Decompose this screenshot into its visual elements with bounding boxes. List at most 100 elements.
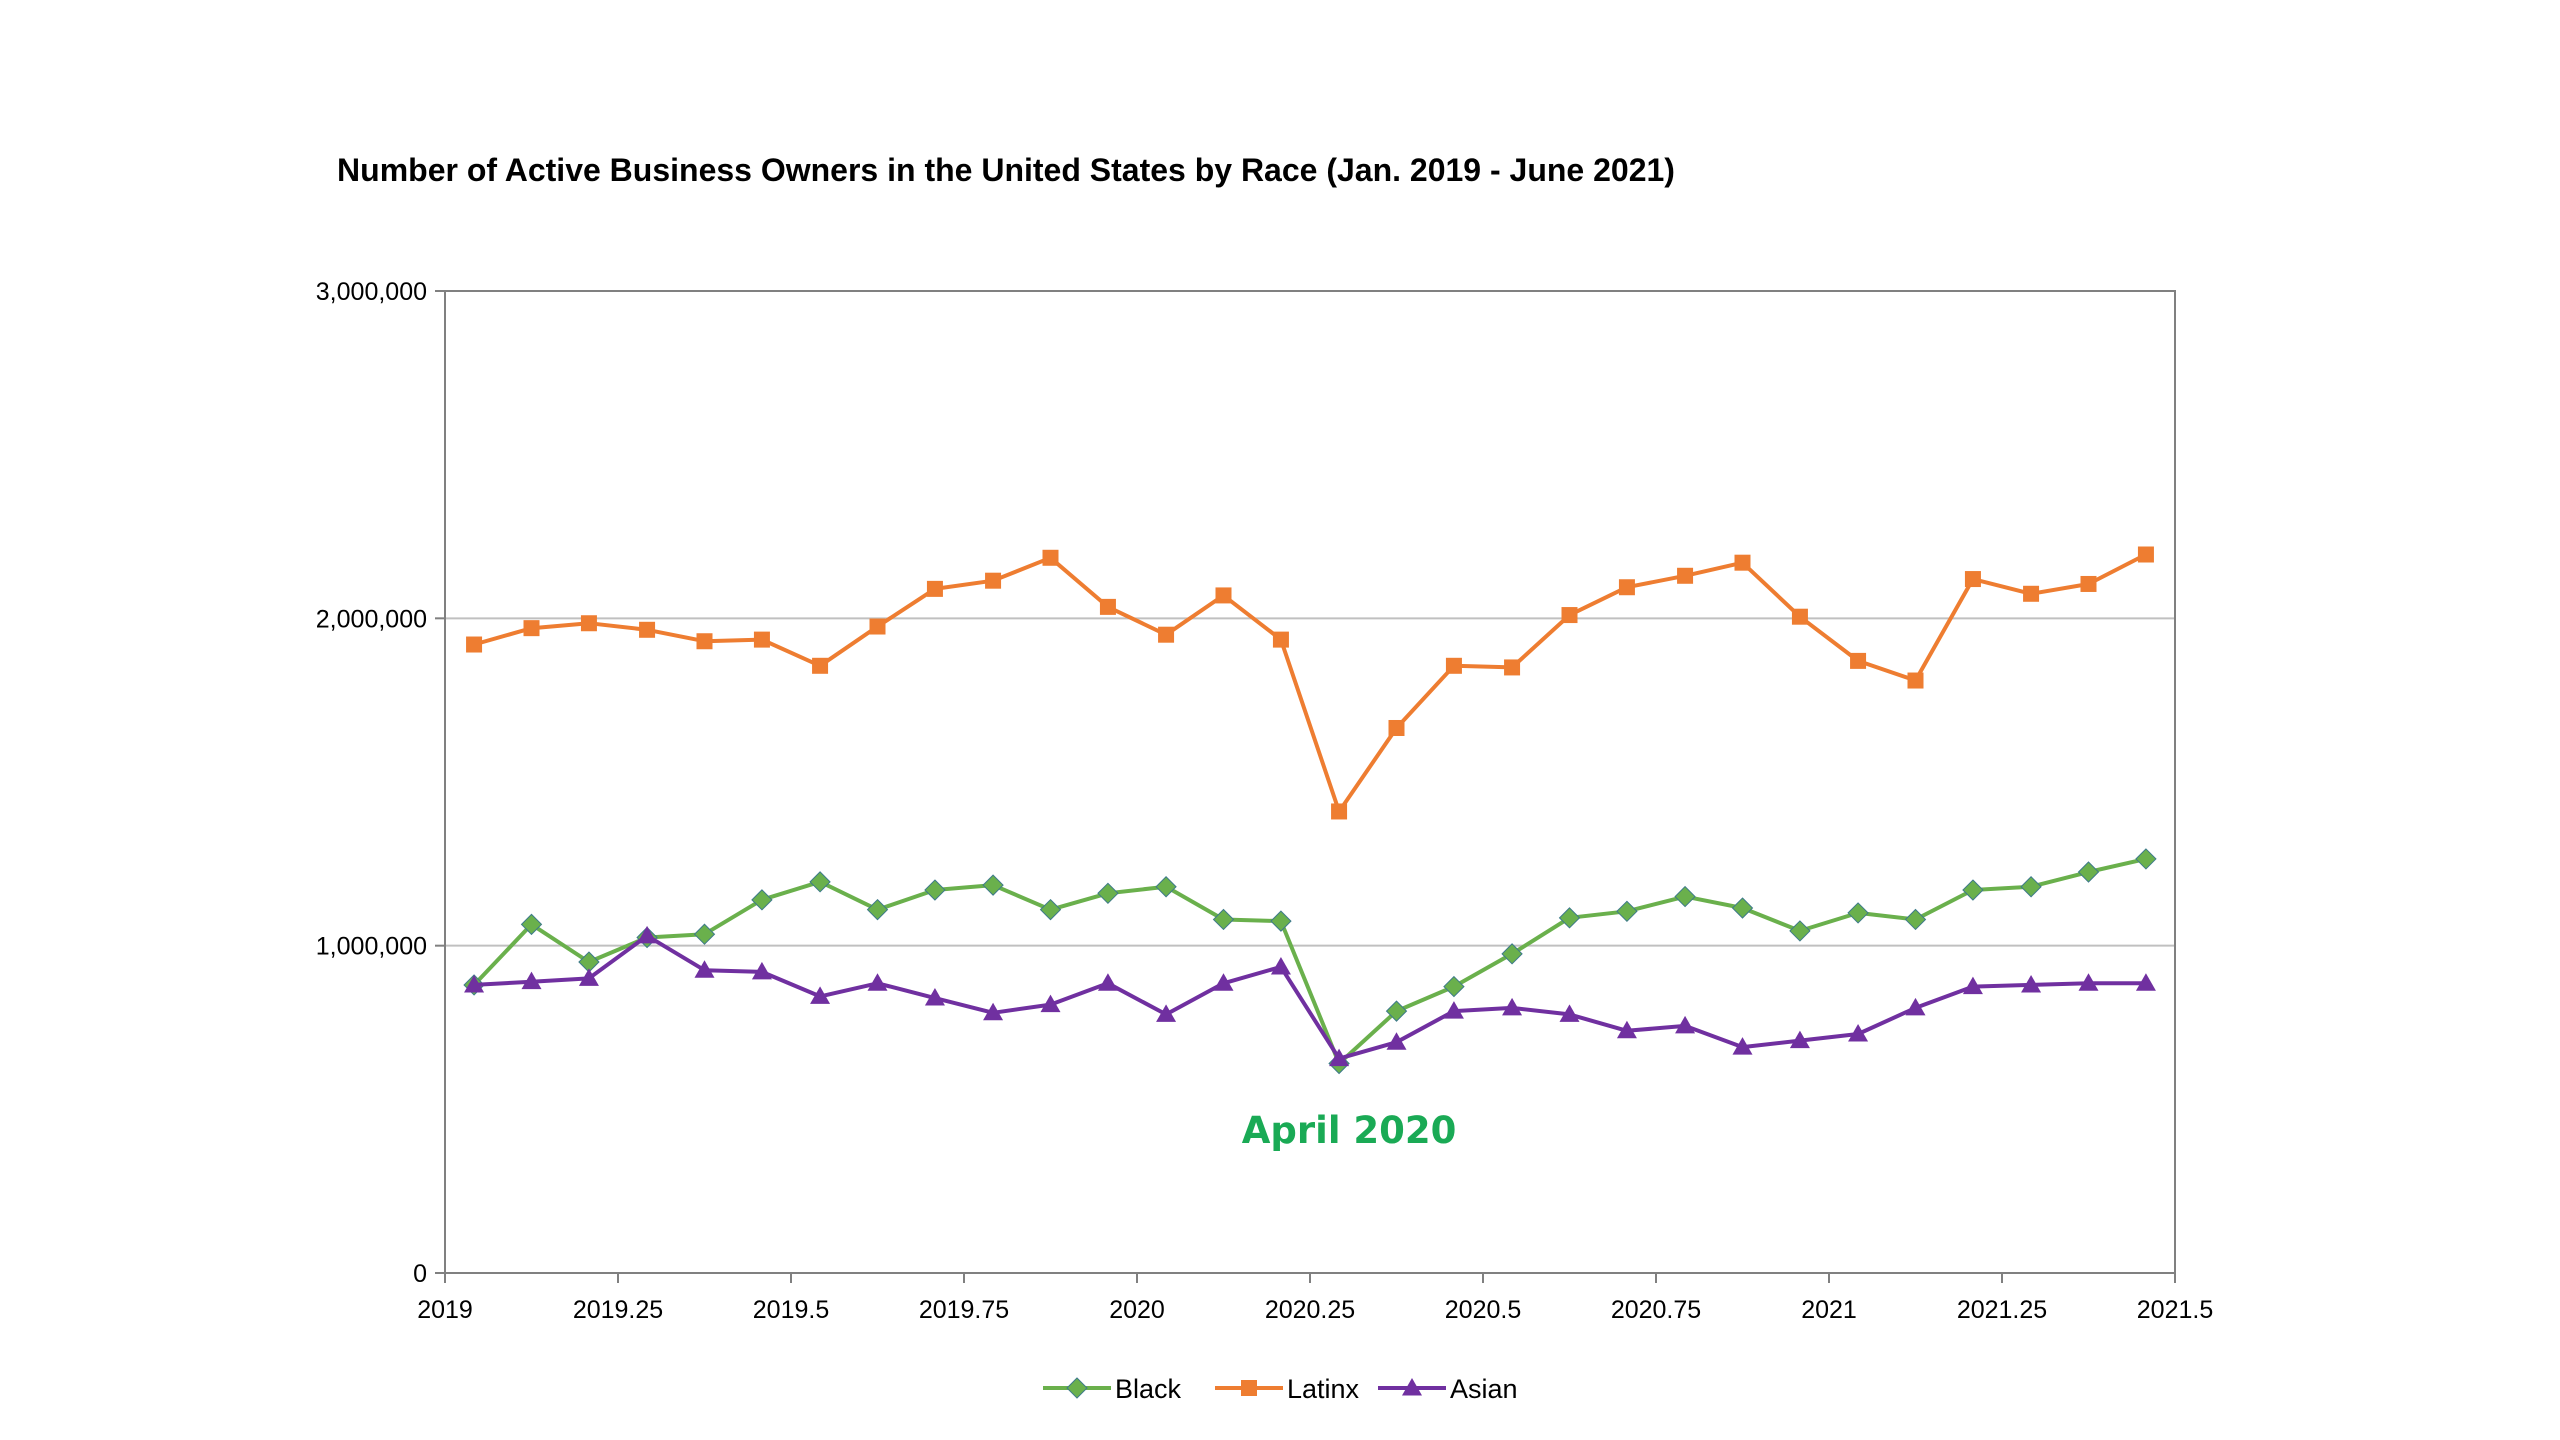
data-point-asian	[1675, 1015, 1696, 1034]
x-tick-label: 2019.25	[573, 1296, 663, 1324]
data-point-asian	[1732, 1037, 1753, 1055]
data-point-black	[1904, 908, 1927, 931]
legend-marker-latinx	[1241, 1380, 1257, 1396]
data-point-black	[1789, 920, 1811, 942]
data-point-latinx	[1561, 607, 1578, 624]
y-tick-label: 0	[413, 1260, 427, 1288]
data-point-black	[1039, 898, 1062, 921]
data-point-latinx	[1504, 659, 1521, 676]
x-tick-label: 2021.25	[1957, 1296, 2047, 1324]
data-point-asian	[1156, 1004, 1177, 1022]
data-point-asian	[1040, 994, 1061, 1013]
data-point-black	[1847, 902, 1869, 924]
data-point-asian	[578, 968, 599, 986]
data-point-black	[2135, 848, 2157, 870]
data-point-asian	[1443, 1001, 1464, 1019]
data-point-asian	[1789, 1030, 1810, 1049]
data-point-latinx	[985, 572, 1002, 589]
x-tick-label: 2019.75	[919, 1296, 1009, 1324]
data-point-black	[1385, 1000, 1408, 1022]
data-point-latinx	[869, 618, 886, 635]
series-black	[463, 848, 2157, 1075]
data-point-asian	[694, 960, 715, 978]
legend-item-asian: Asian	[1378, 1374, 1518, 1404]
x-tick-label: 2020	[1109, 1296, 1165, 1324]
data-point-black	[2020, 876, 2042, 898]
data-point-black	[1212, 908, 1235, 931]
series-asian	[464, 925, 2156, 1067]
data-point-black	[809, 871, 831, 893]
data-point-asian	[2135, 973, 2156, 991]
data-point-black	[1558, 907, 1581, 929]
data-point-black	[1270, 910, 1292, 932]
legend-item-latinx: Latinx	[1215, 1374, 1360, 1404]
x-tick-label: 2020.75	[1611, 1296, 1701, 1324]
y-tick-label: 2,000,000	[316, 605, 427, 633]
legend-label-asian: Asian	[1450, 1374, 1518, 1404]
data-point-latinx	[580, 615, 597, 632]
data-point-latinx	[1850, 652, 1867, 669]
series-line-latinx	[473, 552, 2147, 814]
data-point-latinx	[2023, 585, 2040, 602]
data-point-black	[520, 913, 543, 936]
y-tick-label: 3,000,000	[316, 278, 427, 306]
legend-marker-asian	[1402, 1378, 1422, 1396]
data-point-latinx	[1964, 571, 1981, 588]
data-point-asian	[2078, 973, 2099, 991]
data-point-latinx	[1907, 672, 1924, 689]
data-point-asian	[751, 961, 772, 980]
data-point-asian	[1386, 1032, 1407, 1050]
data-point-asian	[1616, 1020, 1637, 1039]
data-point-asian	[1213, 973, 1234, 991]
data-point-latinx	[1791, 608, 1808, 625]
data-point-asian	[1329, 1048, 1350, 1067]
chart-title: Number of Active Business Owners in the …	[337, 152, 1675, 188]
data-point-latinx	[1677, 567, 1694, 584]
data-point-latinx	[753, 631, 770, 648]
x-tick-label: 2021	[1801, 1296, 1857, 1324]
data-point-black	[693, 923, 716, 945]
data-point-latinx	[1272, 631, 1289, 648]
data-point-asian	[637, 925, 658, 944]
x-tick-label: 2020.5	[1445, 1296, 1521, 1324]
annotations: April 2020	[1242, 1109, 1457, 1152]
x-tick-label: 2019.5	[753, 1296, 829, 1324]
data-point-asian	[1559, 1004, 1580, 1022]
data-point-latinx	[1331, 803, 1348, 820]
data-point-black	[1155, 876, 1177, 898]
data-point-black	[1731, 897, 1754, 919]
data-point-asian	[983, 1002, 1004, 1021]
data-point-asian	[810, 986, 831, 1004]
data-point-black	[1097, 882, 1119, 905]
data-point-black	[1616, 900, 1638, 923]
data-point-black	[1962, 879, 1984, 901]
x-tick-label: 2021.5	[2137, 1296, 2213, 1324]
data-point-latinx	[812, 657, 829, 674]
data-point-latinx	[1734, 554, 1751, 571]
data-point-black	[1443, 975, 1465, 998]
data-point-latinx	[926, 580, 943, 597]
data-point-black	[924, 879, 946, 901]
legend-marker-black	[1066, 1377, 1088, 1399]
data-point-black	[982, 874, 1004, 896]
data-point-latinx	[1042, 549, 1059, 566]
series-group	[463, 546, 2157, 1075]
data-point-asian	[1502, 997, 1523, 1016]
data-point-black	[751, 889, 773, 911]
data-point-asian	[1270, 956, 1291, 975]
data-point-latinx	[2080, 575, 2097, 592]
data-point-asian	[521, 971, 542, 990]
data-point-asian	[1097, 973, 1118, 991]
data-point-asian	[924, 988, 945, 1006]
data-point-asian	[1848, 1024, 1869, 1042]
data-point-asian	[1962, 976, 1983, 995]
data-point-latinx	[1445, 657, 1462, 674]
legend-item-black: Black	[1043, 1374, 1182, 1404]
data-point-latinx	[1158, 626, 1175, 643]
y-tick-label: 1,000,000	[316, 933, 427, 961]
legend: Black Latinx Asian	[1043, 1374, 1518, 1404]
data-point-black	[2077, 861, 2100, 883]
data-point-black	[1501, 943, 1523, 965]
